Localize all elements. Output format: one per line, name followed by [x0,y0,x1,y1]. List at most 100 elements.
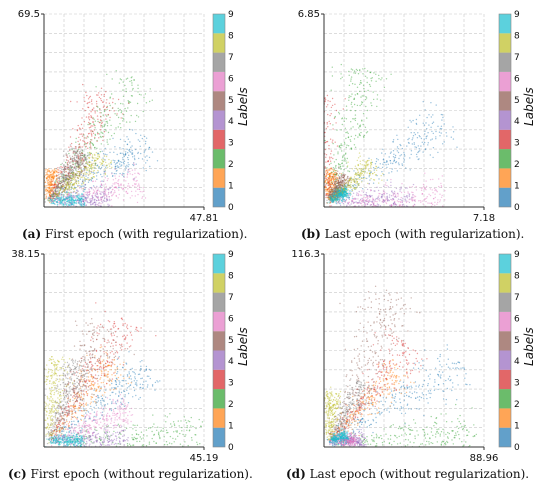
point [84,144,86,146]
point [366,109,369,112]
point [335,199,337,202]
point [343,176,345,178]
point [85,169,88,171]
point [362,84,365,87]
point [62,177,65,179]
colorbar-tick-label: 8 [514,31,520,41]
point [77,201,80,203]
point [414,199,416,201]
point [82,407,85,409]
point [48,178,50,180]
point [114,177,117,180]
point [411,143,413,145]
point [51,175,53,177]
point [86,102,89,105]
point [340,175,342,177]
point [340,197,342,199]
point [93,162,95,165]
point [50,197,52,200]
point [146,386,149,388]
point [100,143,103,145]
point [88,173,91,175]
point [138,373,141,375]
point [138,183,140,185]
point [124,187,127,189]
point [44,201,46,203]
point [369,179,371,181]
point [428,193,430,195]
point [63,177,65,180]
point [100,115,102,118]
point [54,181,56,183]
point [56,197,58,199]
point [59,183,61,185]
point [121,403,124,405]
point [136,185,139,187]
point [76,161,78,163]
point [350,140,352,142]
point [121,187,123,189]
point [74,168,77,170]
point [71,195,74,197]
point [84,197,87,199]
point [67,167,69,169]
point [47,183,50,186]
point [368,159,370,162]
point [56,201,59,203]
point [91,186,93,189]
point [421,193,423,195]
point [102,101,104,103]
point [91,159,93,162]
point [81,127,84,129]
point [412,191,414,194]
point [379,193,381,195]
point [76,129,79,132]
point [75,200,78,203]
point [89,164,91,166]
point [52,191,54,193]
point [101,124,103,127]
point [96,199,98,202]
point [79,164,81,166]
point [48,191,50,193]
point [77,157,80,159]
point [101,411,104,413]
point [134,172,136,175]
point [413,199,415,201]
point [90,164,92,166]
point [360,131,362,134]
point [66,202,68,204]
point [52,195,54,198]
point [85,191,87,193]
point [134,158,136,161]
point [112,388,115,391]
point [118,383,121,385]
point [114,163,117,165]
point [337,153,339,155]
point [63,194,65,196]
point [400,186,402,188]
point [351,201,353,203]
colorbar-tick-label: 6 [514,74,520,84]
point [85,161,88,164]
point [115,170,118,172]
point [367,182,369,185]
point [88,193,91,196]
point [116,169,118,172]
point [52,188,54,190]
point [130,95,133,97]
point [345,146,347,149]
point [72,159,74,162]
point [366,77,368,79]
point [343,178,345,180]
point [131,84,133,86]
point [415,153,418,156]
point [331,201,334,204]
point [62,184,64,186]
point [79,161,81,163]
point [97,195,99,198]
point [73,190,75,192]
point [54,169,57,172]
point [397,201,400,203]
